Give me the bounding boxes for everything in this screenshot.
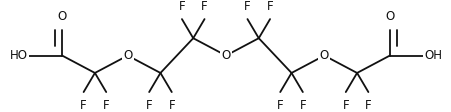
Text: F: F bbox=[146, 99, 152, 112]
Text: HO: HO bbox=[10, 49, 28, 62]
Text: F: F bbox=[103, 99, 109, 112]
Text: F: F bbox=[342, 99, 348, 112]
Text: F: F bbox=[266, 0, 273, 13]
Text: F: F bbox=[201, 0, 207, 13]
Text: O: O bbox=[319, 49, 328, 62]
Text: OH: OH bbox=[423, 49, 441, 62]
Text: O: O bbox=[384, 10, 394, 23]
Text: F: F bbox=[276, 99, 283, 112]
Text: O: O bbox=[57, 10, 67, 23]
Text: F: F bbox=[244, 0, 250, 13]
Text: F: F bbox=[80, 99, 87, 112]
Text: F: F bbox=[178, 0, 185, 13]
Text: F: F bbox=[299, 99, 305, 112]
Text: F: F bbox=[168, 99, 175, 112]
Text: O: O bbox=[123, 49, 132, 62]
Text: O: O bbox=[221, 49, 230, 62]
Text: F: F bbox=[364, 99, 371, 112]
